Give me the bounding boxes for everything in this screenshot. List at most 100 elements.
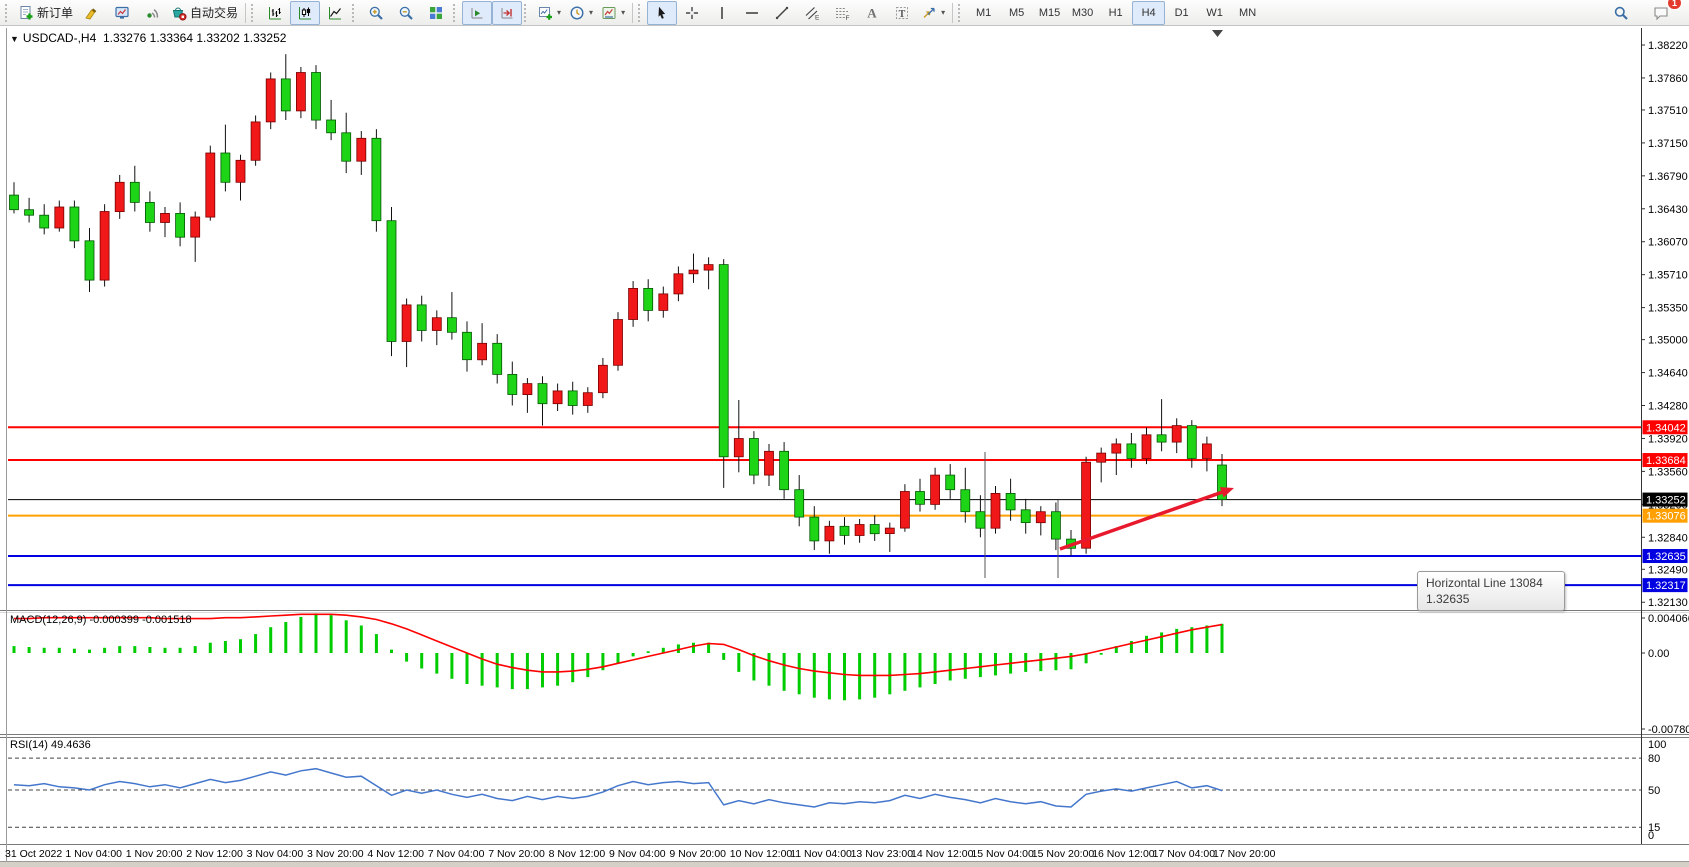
tf-w1-button[interactable]: W1 (1198, 1, 1231, 25)
rsi-line (13, 767, 1223, 808)
candle-body (462, 331, 472, 361)
periods-button[interactable]: ▾ (565, 1, 597, 25)
svg-text:1.33684: 1.33684 (1646, 455, 1686, 467)
new-order-icon (18, 5, 34, 21)
candle-body (129, 181, 140, 203)
tooltip-object-name: Horizontal Line 13084 (1426, 576, 1543, 590)
label-button[interactable]: T (887, 1, 917, 25)
candles-layer (9, 54, 1227, 556)
candle-body (1096, 452, 1107, 463)
vline-icon (714, 5, 730, 21)
candle-body (854, 524, 865, 536)
candle-body (537, 383, 548, 405)
price-line-label: 1.34042 (1642, 420, 1688, 435)
layouts-button[interactable] (77, 1, 107, 25)
svg-text:F: F (846, 15, 850, 21)
price-line-label: 1.33252 (1642, 492, 1688, 507)
market-watch-button[interactable] (107, 1, 137, 25)
object-tooltip: Horizontal Line 13084 1.32635 (1417, 571, 1565, 611)
fibonacci-button[interactable]: F (827, 1, 857, 25)
candle-body (84, 240, 95, 281)
symbol-dropdown-icon[interactable]: ▼ (10, 34, 19, 44)
broom-icon (84, 5, 100, 21)
chart-shift-marker[interactable] (1212, 30, 1223, 37)
rsi-indicator: RSI(14) 49.4636 100 80 50 150 (8, 739, 1666, 842)
new-order-button[interactable]: 新订单 (14, 1, 77, 25)
time-tick-label: 3 Nov 04:00 (247, 848, 304, 860)
macd-axis-label: 0.004066 (1648, 613, 1689, 625)
channel-button[interactable]: E (797, 1, 827, 25)
new-chart-icon (537, 5, 553, 21)
svg-text:1.33076: 1.33076 (1646, 511, 1686, 523)
tf-m5-button[interactable]: M5 (1000, 1, 1033, 25)
trend-arrow-object[interactable] (1059, 487, 1234, 551)
time-tick-label: 15 Nov 20:00 (1032, 848, 1095, 860)
tile-windows-button[interactable] (421, 1, 451, 25)
horizontal-line-button[interactable] (737, 1, 767, 25)
trendline-button[interactable] (767, 1, 797, 25)
dropdown-arrow-icon[interactable]: ▾ (621, 8, 626, 17)
candle-body (1111, 443, 1122, 454)
candle-body (567, 390, 578, 406)
channel-icon: E (804, 5, 820, 21)
price-tick-label: 1.38220 (1648, 40, 1688, 52)
chart-shift-button[interactable] (492, 0, 523, 25)
dropdown-arrow-icon[interactable]: ▾ (941, 8, 946, 17)
dropdown-arrow-icon[interactable]: ▾ (557, 8, 562, 17)
candle-body (477, 342, 488, 361)
line-chart-button[interactable] (320, 1, 350, 25)
template-icon (601, 5, 617, 21)
vertical-line-button[interactable] (707, 1, 737, 25)
zoom-in-button[interactable] (361, 1, 391, 25)
auto-scroll-button[interactable] (462, 0, 493, 25)
tf-m1-button-label: M1 (975, 6, 992, 19)
tf-mn-button[interactable]: MN (1231, 1, 1264, 25)
tf-m30-button[interactable]: M30 (1066, 1, 1099, 25)
toolbar-grip (453, 3, 458, 22)
toolbar-grip (251, 3, 256, 22)
price-line-label: 1.33684 (1642, 453, 1688, 468)
panel-separators[interactable] (0, 28, 1689, 862)
rsi-label: RSI(14) 49.4636 (10, 739, 91, 751)
candle-body (643, 287, 654, 311)
tf-m15-button[interactable]: M15 (1033, 1, 1066, 25)
toolbar-right: 1 (1606, 0, 1686, 25)
time-tick-label: 3 Nov 20:00 (307, 848, 364, 860)
tf-d1-button[interactable]: D1 (1165, 1, 1198, 25)
price-tick-label: 1.34280 (1648, 401, 1688, 413)
dropdown-arrow-icon[interactable]: ▾ (589, 8, 594, 17)
cursor-button[interactable] (647, 0, 678, 25)
text-button[interactable]: A (857, 1, 887, 25)
notifications-button[interactable]: 1 (1646, 0, 1682, 25)
rsi-axis-label: 0 (1648, 830, 1654, 842)
candle-body (235, 159, 246, 183)
new-order-button-label: 新订单 (37, 6, 74, 20)
tf-m1-button[interactable]: M1 (967, 1, 1000, 25)
algo-trading-button[interactable]: 自动交易 (167, 1, 242, 25)
bar-chart-button[interactable] (260, 1, 290, 25)
candle-body (205, 152, 216, 218)
rsi-axis-label: 100 (1648, 739, 1666, 751)
templates-button[interactable]: ▾ (597, 1, 629, 25)
zoom-out-button[interactable] (391, 1, 421, 25)
candle-body (1005, 492, 1016, 511)
macd-indicator: MACD(12,26,9) -0.000399 -0.001518 0.00406… (10, 613, 1689, 736)
candle-body (884, 527, 895, 534)
search-button[interactable] (1606, 1, 1636, 25)
toolbar: 新订单 自动交易 ▾ ▾ ▾ E F A T ▾ M1 M5 M15 M30 H1 H4 D1 W1 MN 1 (0, 0, 1689, 26)
macd-signal-line (14, 613, 1223, 677)
arrows-button[interactable]: ▾ (917, 1, 949, 25)
signals-button[interactable] (137, 1, 167, 25)
time-tick-label: 1 Nov 04:00 (65, 848, 122, 860)
candle-body (945, 474, 956, 491)
price-tick-label: 1.33560 (1648, 466, 1688, 478)
notification-badge: 1 (1666, 0, 1682, 10)
candle-chart-button[interactable] (290, 0, 321, 25)
new-chart-button[interactable]: ▾ (533, 1, 565, 25)
candle-body (265, 78, 276, 123)
candle-body (1081, 461, 1091, 549)
tf-h4-button[interactable]: H4 (1132, 0, 1166, 25)
tf-h1-button[interactable]: H1 (1099, 1, 1132, 25)
crosshair-button[interactable] (677, 1, 707, 25)
